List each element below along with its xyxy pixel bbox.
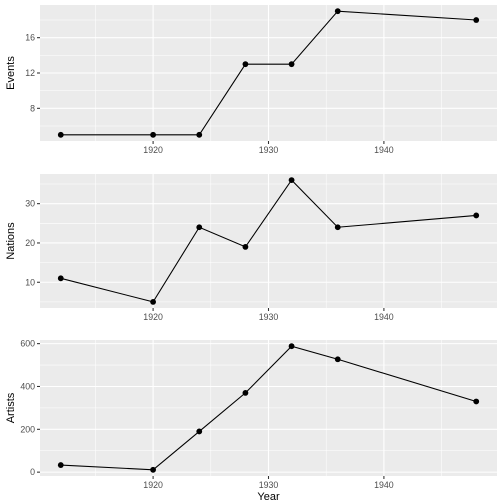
x-tick-label: 1930 — [259, 145, 279, 155]
data-point — [196, 131, 203, 138]
data-point — [196, 224, 203, 231]
data-point — [288, 61, 295, 68]
data-point — [242, 390, 249, 396]
panel-2: 1920 1930 1940 10 20 30 Nations — [5, 174, 497, 322]
y-tick-label: 400 — [20, 381, 35, 391]
data-point — [57, 462, 64, 468]
y-axis-title: Artists — [5, 392, 17, 423]
data-point — [242, 243, 249, 250]
panel-3: 1920 1930 1940 0 200 400 600 Artists Year — [5, 339, 497, 503]
data-point — [288, 343, 295, 350]
y-tick-label: 200 — [20, 424, 35, 434]
y-axis-title: Events — [5, 56, 17, 90]
y-axis-title: Nations — [5, 222, 17, 260]
y-tick-label: 8 — [30, 103, 35, 113]
data-point — [473, 17, 480, 23]
y-tick-label: 20 — [25, 238, 35, 248]
y-tick-label: 16 — [25, 33, 35, 43]
data-point — [57, 131, 64, 138]
data-point — [288, 177, 295, 183]
data-point — [150, 131, 156, 138]
y-tick-label: 30 — [25, 199, 35, 209]
y-tick-label: 0 — [30, 467, 35, 477]
y-tick-label: 10 — [25, 277, 35, 287]
y-tick-label: 600 — [20, 339, 35, 349]
x-tick-label: 1930 — [259, 480, 279, 490]
data-point — [334, 356, 341, 363]
x-tick-label: 1920 — [143, 312, 163, 322]
panel-1: 1920 1930 1940 8 12 16 Events — [5, 5, 497, 155]
x-axis-title: Year — [257, 491, 280, 503]
data-point — [473, 398, 480, 405]
data-point — [196, 428, 203, 435]
x-tick-label: 1940 — [374, 480, 394, 490]
data-point — [334, 8, 341, 15]
x-tick-label: 1940 — [374, 145, 394, 155]
data-point — [150, 299, 156, 305]
data-point — [473, 212, 480, 219]
data-point — [242, 61, 249, 68]
data-point — [334, 224, 341, 231]
data-point — [150, 466, 156, 473]
data-point — [57, 275, 64, 282]
x-tick-label: 1920 — [143, 480, 163, 490]
x-tick-label: 1920 — [143, 145, 163, 155]
x-tick-label: 1940 — [374, 312, 394, 322]
x-tick-label: 1930 — [259, 312, 279, 322]
y-tick-label: 12 — [25, 68, 35, 78]
